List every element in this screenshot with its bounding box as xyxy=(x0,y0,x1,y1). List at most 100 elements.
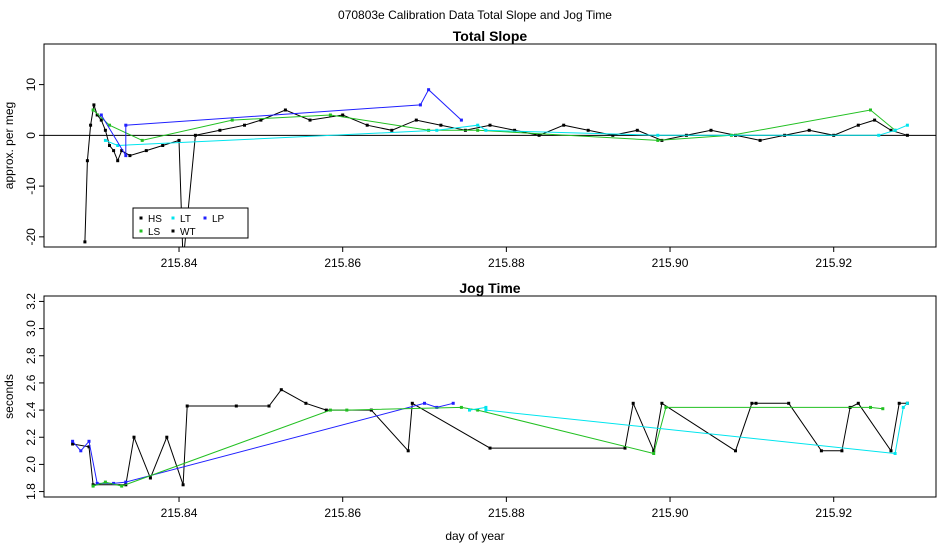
data-point xyxy=(92,103,96,107)
data-point xyxy=(328,113,332,117)
x-tick-label: 215.88 xyxy=(488,256,525,270)
data-point xyxy=(341,113,345,117)
data-point xyxy=(283,108,287,112)
data-point xyxy=(87,445,91,449)
data-point xyxy=(476,408,480,412)
data-point xyxy=(124,480,128,484)
y-tick-label: 2.6 xyxy=(24,374,38,391)
data-point xyxy=(734,449,737,453)
data-point xyxy=(881,407,885,411)
legend-marker xyxy=(171,216,175,220)
panel-title: Jog Time xyxy=(459,280,520,296)
data-point xyxy=(660,401,664,405)
y-tick-label: 0 xyxy=(24,132,38,139)
data-point xyxy=(623,446,627,450)
data-point xyxy=(476,123,480,127)
y-tick-label: 3.0 xyxy=(24,320,38,337)
data-point xyxy=(427,88,431,92)
x-tick-label: 215.88 xyxy=(488,506,525,520)
data-point xyxy=(185,404,189,408)
data-point xyxy=(99,113,103,117)
data-point xyxy=(889,128,893,132)
data-point xyxy=(758,138,762,142)
legend-label: LP xyxy=(212,214,225,225)
data-point xyxy=(435,405,439,409)
y-tick-label: 3.2 xyxy=(24,293,38,310)
data-point xyxy=(87,439,91,443)
data-point xyxy=(345,408,349,412)
data-point xyxy=(71,442,75,446)
y-tick-label: -10 xyxy=(24,177,38,195)
plot-area xyxy=(44,88,936,247)
data-point xyxy=(459,405,463,409)
series-line-0 xyxy=(84,104,908,247)
data-point xyxy=(418,103,422,107)
data-point xyxy=(439,123,443,127)
data-point xyxy=(484,128,488,132)
data-point xyxy=(161,144,165,147)
legend: HS LS LT WT LP xyxy=(132,207,249,239)
data-point xyxy=(877,133,881,137)
data-point xyxy=(108,123,111,127)
data-point xyxy=(631,401,635,405)
y-tick-label: 2.0 xyxy=(24,456,38,473)
y-axis-label: approx. per meg xyxy=(2,102,16,189)
data-point xyxy=(873,118,877,122)
legend-marker xyxy=(139,216,143,220)
legend-label: HS xyxy=(148,214,162,225)
data-point xyxy=(562,123,566,127)
data-point xyxy=(267,404,271,408)
data-point xyxy=(230,118,234,122)
legend-label: LS xyxy=(148,227,161,238)
data-point xyxy=(308,118,312,122)
data-point xyxy=(103,138,107,142)
x-tick-label: 215.84 xyxy=(161,256,198,270)
y-tick-label: 1.8 xyxy=(24,483,38,500)
data-point xyxy=(95,113,99,117)
data-point xyxy=(124,154,128,158)
data-point xyxy=(787,401,791,405)
data-point xyxy=(259,118,263,122)
x-tick-label: 215.90 xyxy=(652,256,689,270)
legend-marker xyxy=(203,216,207,220)
data-point xyxy=(181,483,185,487)
data-point xyxy=(869,405,872,409)
data-point xyxy=(856,123,860,127)
data-point xyxy=(144,149,148,153)
data-point xyxy=(893,128,897,132)
data-point xyxy=(435,128,439,132)
data-point xyxy=(89,123,93,127)
data-point xyxy=(91,108,95,112)
plot-frame xyxy=(43,43,937,248)
data-point xyxy=(905,123,909,127)
data-point xyxy=(807,128,811,132)
x-tick-label: 215.92 xyxy=(815,506,852,520)
data-point xyxy=(218,128,222,132)
data-point xyxy=(905,133,909,137)
y-tick-label: 2.2 xyxy=(24,429,38,446)
data-point xyxy=(840,449,844,453)
data-point xyxy=(79,449,83,453)
data-point xyxy=(120,484,124,488)
legend-label: LT xyxy=(180,214,191,225)
data-point xyxy=(369,408,373,412)
data-point xyxy=(889,449,893,453)
x-tick-label: 215.92 xyxy=(815,256,852,270)
data-point xyxy=(103,480,107,484)
data-point xyxy=(513,128,517,132)
data-point xyxy=(279,388,283,392)
data-point xyxy=(709,128,713,132)
figure-title: 070803e Calibration Data Total Slope and… xyxy=(338,8,612,22)
x-tick-label: 215.86 xyxy=(324,256,361,270)
data-point xyxy=(406,449,410,453)
data-point xyxy=(91,484,95,488)
data-point xyxy=(116,144,120,147)
data-point xyxy=(484,408,488,412)
data-point xyxy=(148,476,152,480)
data-point xyxy=(664,405,668,409)
y-tick-label: 10 xyxy=(24,78,38,92)
data-point xyxy=(897,401,901,405)
series-line-3 xyxy=(100,88,462,158)
data-point xyxy=(484,405,488,409)
